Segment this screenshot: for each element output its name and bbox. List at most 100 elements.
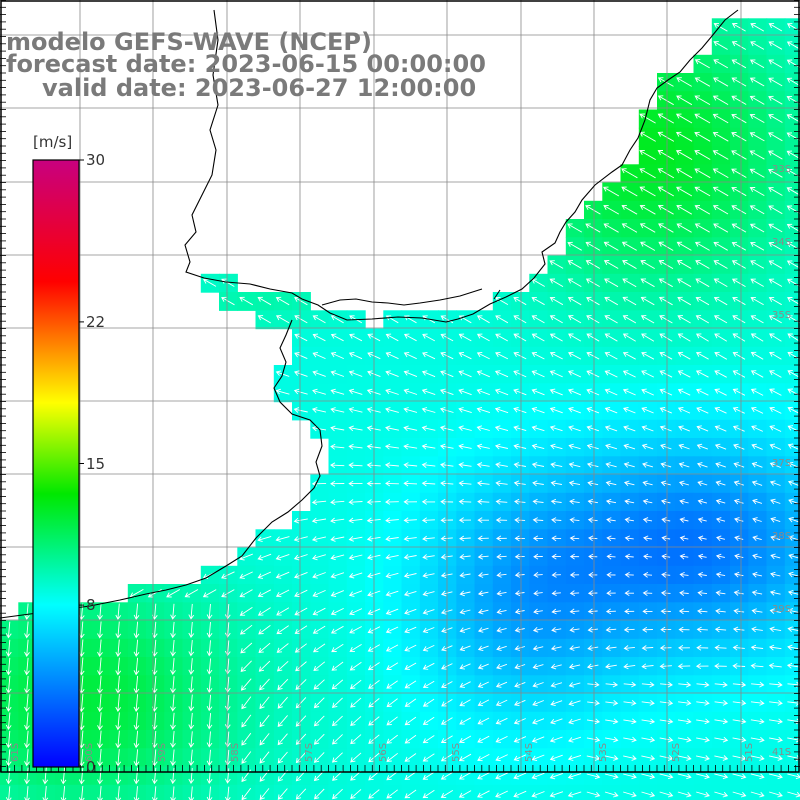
- wind-arrow: [586, 736, 601, 743]
- wind-arrow: [677, 388, 691, 396]
- wind-arrow: [734, 553, 744, 560]
- wind-speed-cell: [438, 711, 457, 731]
- wind-arrow: [569, 608, 580, 615]
- wind-arrow: [713, 278, 728, 287]
- wind-arrow: [585, 223, 601, 233]
- wind-arrow: [458, 407, 472, 414]
- wind-arrow: [641, 333, 655, 342]
- wind-arrow: [257, 535, 272, 543]
- wind-arrow: [513, 772, 527, 780]
- wind-speed-cell: [328, 657, 348, 676]
- wind-arrow: [676, 204, 693, 215]
- wind-arrow: [751, 608, 763, 615]
- wind-speed-cell: [255, 784, 275, 800]
- wind-arrow: [188, 786, 195, 800]
- wind-arrow: [769, 700, 783, 706]
- wind-arrow: [115, 730, 122, 749]
- wind-arrow: [712, 168, 729, 178]
- wind-arrow: [623, 626, 635, 633]
- wind-arrow: [659, 388, 673, 396]
- wind-arrow: [786, 662, 800, 669]
- wind-speed-cell: [784, 529, 800, 549]
- wind-speed-cell: [237, 675, 257, 695]
- colorbar: [32, 159, 80, 768]
- map-border: [0, 0, 800, 773]
- wind-arrow: [224, 640, 231, 657]
- wind-arrow: [642, 517, 653, 523]
- wind-arrow: [532, 626, 543, 633]
- wind-arrow: [732, 351, 746, 360]
- wind-arrow: [787, 406, 800, 414]
- wind-arrow: [312, 589, 326, 597]
- wind-speed-cell: [784, 419, 800, 439]
- wind-speed-cell: [383, 766, 403, 786]
- wind-arrow: [622, 296, 637, 306]
- wind-arrow: [714, 663, 727, 669]
- wind-arrow: [768, 242, 783, 251]
- wind-speed-cell: [292, 602, 311, 622]
- wind-arrow: [768, 662, 782, 669]
- wind-arrow: [752, 553, 762, 560]
- wind-arrow: [476, 407, 491, 414]
- wind-arrow: [588, 572, 598, 578]
- wind-arrow: [605, 645, 617, 651]
- wind-speed-cell: [383, 693, 403, 713]
- wind-speed-cell: [237, 711, 257, 731]
- wind-arrow: [294, 643, 307, 653]
- wind-arrow: [549, 407, 563, 414]
- colorbar-unit: [m/s]: [33, 133, 73, 151]
- wind-arrow: [731, 113, 747, 124]
- wind-arrow: [606, 553, 616, 560]
- wind-arrow: [133, 639, 140, 657]
- wind-speed-cell: [292, 784, 311, 800]
- wind-arrow: [330, 315, 344, 324]
- wind-speed-cell: [292, 638, 311, 658]
- wind-arrow: [677, 370, 691, 378]
- wind-arrow: [713, 22, 728, 32]
- wind-arrow: [133, 603, 140, 620]
- wind-arrow: [513, 407, 527, 414]
- wind-arrow: [641, 370, 655, 378]
- wind-arrow: [5, 767, 12, 785]
- wind-arrow: [639, 223, 656, 233]
- wind-arrow: [239, 571, 253, 579]
- longitude-label: 54S: [524, 743, 535, 762]
- wind-arrow: [695, 370, 709, 378]
- wind-arrow: [403, 590, 417, 597]
- wind-arrow: [514, 590, 525, 597]
- wind-arrow: [641, 755, 656, 761]
- wind-arrow: [697, 571, 707, 578]
- wind-arrow: [714, 626, 727, 633]
- wind-arrow: [679, 517, 689, 523]
- wind-arrow: [623, 755, 637, 761]
- wind-arrow: [476, 388, 490, 396]
- wind-arrow: [605, 718, 619, 725]
- wind-arrow: [133, 749, 140, 767]
- wind-arrow: [277, 788, 288, 800]
- wind-arrow: [640, 296, 655, 306]
- wind-arrow: [311, 536, 327, 542]
- wind-speed-cell: [784, 675, 800, 695]
- wind-arrow: [606, 590, 616, 596]
- wind-arrow: [422, 789, 435, 799]
- wind-arrow: [604, 296, 619, 306]
- wind-arrow: [749, 205, 765, 215]
- wind-arrow: [386, 789, 398, 799]
- wind-arrow: [514, 663, 526, 670]
- wind-arrow: [716, 535, 726, 542]
- wind-arrow: [731, 59, 747, 69]
- wind-arrow: [568, 425, 581, 432]
- wind-arrow: [241, 696, 252, 710]
- wind-speed-cell: [438, 748, 457, 768]
- wind-arrow: [568, 351, 582, 360]
- wind-speed-cell: [784, 73, 800, 92]
- wind-arrow: [42, 767, 49, 785]
- wind-arrow: [715, 571, 726, 578]
- wind-arrow: [496, 627, 507, 633]
- wind-arrow: [459, 608, 471, 615]
- wind-arrow: [696, 406, 709, 414]
- wind-arrow: [206, 640, 213, 657]
- wind-arrow: [568, 663, 581, 670]
- wind-arrow: [770, 498, 781, 505]
- wind-arrow: [732, 700, 747, 706]
